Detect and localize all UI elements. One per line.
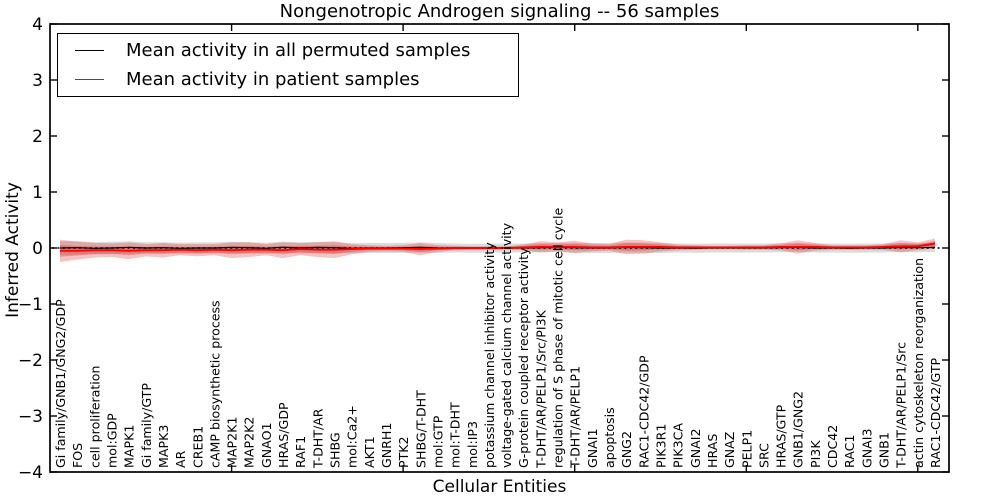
x-category-label: MAP2K1 [225, 417, 240, 468]
x-category-label: T-DHT/AR/PELP1/Src/PI3K [533, 309, 548, 469]
x-category-label: cell proliferation [87, 366, 102, 468]
x-category-label: CDC42 [825, 425, 840, 468]
x-category-label: PIK3CA [671, 423, 686, 468]
x-category-label: Gi family/GTP [139, 383, 154, 468]
x-category-label: GNB1/GNG2 [791, 391, 806, 468]
series-line-1 [60, 242, 936, 252]
x-category-label: regulation of S phase of mitotic cell cy… [551, 207, 566, 468]
x-category-label: mol:GDP [105, 413, 120, 468]
legend-label: Mean activity in all permuted samples [126, 39, 471, 61]
legend-label: Mean activity in patient samples [126, 69, 420, 91]
x-category-label: CREB1 [190, 426, 205, 468]
y-tick-label: −2 [18, 351, 43, 371]
y-tick-label: 2 [32, 127, 43, 147]
x-category-label: mol:Ca2+ [345, 405, 360, 468]
x-category-label: MAP2K2 [242, 417, 257, 468]
x-category-label: actin cytoskeleton reorganization [911, 258, 926, 468]
x-category-label: GNAO1 [259, 423, 274, 469]
y-tick-label: 1 [32, 183, 43, 203]
x-category-label: mol:IP3 [465, 421, 480, 468]
y-tick-label: −3 [18, 407, 43, 427]
x-category-label: PTK2 [396, 436, 411, 468]
x-category-label: MAPK3 [156, 425, 171, 468]
x-category-label: mol:T-DHT [448, 402, 463, 468]
x-axis-label: Cellular Entities [432, 477, 567, 497]
x-category-label: GNAI2 [688, 428, 703, 468]
y-tick-label: −4 [18, 463, 43, 483]
x-category-label: HRAS/GTP [774, 404, 789, 468]
x-category-label: GNG2 [619, 431, 634, 468]
x-category-label: RAC1-CDC42/GDP [636, 355, 651, 468]
x-category-label: PI3K [808, 440, 823, 468]
x-category-label: apoptosis [602, 407, 617, 468]
x-category-label: HRAS/GDP [276, 402, 291, 468]
x-category-label: T-DHT/AR/PELP1 [568, 366, 583, 469]
x-category-label: GNRH1 [379, 423, 394, 468]
x-category-label: GNB1 [877, 432, 892, 468]
x-category-label: SRC [756, 443, 771, 468]
x-category-label: voltage-gated calcium channel activity [499, 222, 514, 468]
x-category-label: SHBG [328, 432, 343, 468]
x-category-label: T-DHT/AR [310, 408, 325, 469]
x-category-label: mol:GTP [431, 415, 446, 468]
x-category-label: PELP1 [739, 430, 754, 468]
x-category-label: RAF1 [293, 436, 308, 468]
chart-title: Nongenotropic Androgen signaling -- 56 s… [279, 1, 720, 22]
x-category-label: RAC1 [842, 435, 857, 468]
x-category-label: GNAZ [722, 431, 737, 468]
x-category-label: FOS [70, 443, 85, 468]
x-category-label: Gi family/GNB1/GNG2/GDP [53, 299, 68, 468]
y-tick-label: 0 [32, 239, 43, 259]
x-category-label: HRAS [705, 434, 720, 468]
x-category-label: GNAI3 [859, 428, 874, 468]
x-category-label: PIK3R1 [654, 424, 669, 468]
x-category-label: GNAI1 [585, 428, 600, 468]
x-category-label: AR [173, 450, 188, 468]
permuted-line-swatch [75, 49, 104, 51]
y-tick-label: −1 [18, 295, 43, 315]
x-category-label: potassium channel inhibitor activity [482, 242, 497, 468]
legend-item-permuted: Mean activity in all permuted samples [58, 37, 518, 63]
x-category-label: SHBG/T-DHT [413, 390, 428, 468]
x-category-label: RAC1-CDC42/GTP [928, 357, 943, 468]
x-category-label: AKT1 [362, 436, 377, 468]
y-tick-label: 4 [32, 15, 43, 35]
band-1 [60, 238, 935, 262]
x-category-label: MAPK1 [122, 425, 137, 468]
patient-line-swatch [75, 79, 104, 81]
x-category-label: G-protein coupled receptor activity [516, 247, 531, 468]
y-tick-label: 3 [32, 71, 43, 91]
x-category-label: T-DHT/AR/PELP1/Src [894, 342, 909, 469]
legend-box: Mean activity in all permuted samples Me… [57, 33, 519, 97]
x-category-label: cAMP biosynthetic process [207, 300, 222, 468]
legend-item-patient: Mean activity in patient samples [58, 67, 518, 93]
y-axis-label: Inferred Activity [3, 182, 23, 318]
